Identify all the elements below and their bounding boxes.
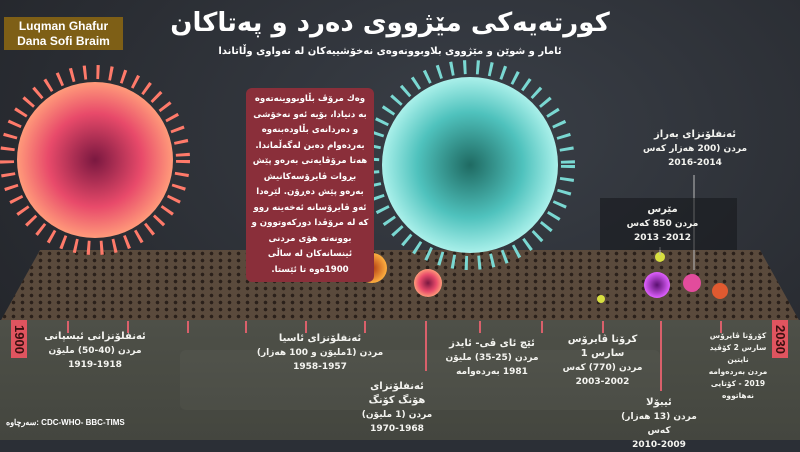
yellow-virus [655, 252, 665, 262]
event-hiv-aids: ئێچ ئای ڤی- ئایدز مردن (25-35) ملیۆن 1981 … [445, 338, 539, 377]
intro-textbox: وەك مرۆڤ بڵاوبووینەتەوە بە دنیادا، بۆیە … [246, 88, 374, 282]
timeline-tick [720, 321, 722, 333]
timeline-tick [127, 321, 129, 333]
timeline-tick [187, 321, 189, 333]
event-hong-kong-flu: ئەنفلۆنزای هۆنگ کۆنگ مردن (1 ملیۆن) 1970-1… [361, 381, 433, 434]
purple-virus [644, 272, 670, 298]
pink-virus [0, 65, 190, 255]
author-credit: Luqman Ghafur Dana Sofi Braim [4, 17, 123, 50]
cyan-virus [365, 60, 575, 270]
end-year: 2030 [772, 320, 788, 358]
timeline-tick [67, 321, 69, 333]
mers-backdrop [600, 198, 737, 250]
tiny-yellow-virus [597, 295, 605, 303]
page-title: کورتەیەکی مێژووی دەرد و پەتاکان [170, 8, 610, 38]
event-spanish-flu: ئەنفلۆنزانی ئیسپانی مردن (40-50) ملیۆن 191… [44, 331, 146, 370]
virus-illustrations [0, 60, 728, 303]
event-covid-19: کۆرۆنا ڤایرۆس سارس 2 کۆڤید نایتین مردن بە… [708, 331, 768, 400]
start-year: 1900 [11, 320, 27, 358]
event-swine-flu: ئەنفلۆنزای بەراز مردن (200 هەزار کەس 2016-… [642, 129, 748, 168]
event-asian-flu: ئەنفلۆنزای ئاسیا مردن (1ملیۆن و 100 هەزار… [256, 333, 384, 372]
author-2: Dana Sofi Braim [17, 34, 110, 48]
timeline-panel [0, 320, 800, 440]
timeline-tick [305, 321, 307, 333]
source-note: سەرچاوە: CDC-WHO- BBC-TIMS [6, 418, 125, 427]
timeline-tick [425, 321, 427, 371]
author-1: Luqman Ghafur [18, 19, 109, 33]
magenta-virus [683, 274, 701, 292]
timeline-tick [479, 321, 481, 333]
timeline-tick [245, 321, 247, 333]
small-orange-virus [712, 283, 728, 299]
event-sars-1: کرۆنا ڤایرۆس سارس 1 مردن (770) کەس 2003-20… [562, 334, 643, 387]
event-mers: مێرس مردن 850 کەس 2012- 2013 [626, 204, 699, 243]
red-virus [414, 269, 442, 297]
page-subtitle: ئامار و شوێن و مێژووی بلاوبوونەوەی نەخۆش… [218, 46, 562, 57]
timeline-tick [602, 321, 604, 333]
timeline-tick [364, 321, 366, 333]
event-ebola: ئیبۆلا مردن (13 هەزار) کەس 2010-2009 [621, 397, 697, 450]
timeline-tick [541, 321, 543, 333]
timeline-tick [660, 321, 662, 391]
small-viruses [357, 252, 728, 303]
